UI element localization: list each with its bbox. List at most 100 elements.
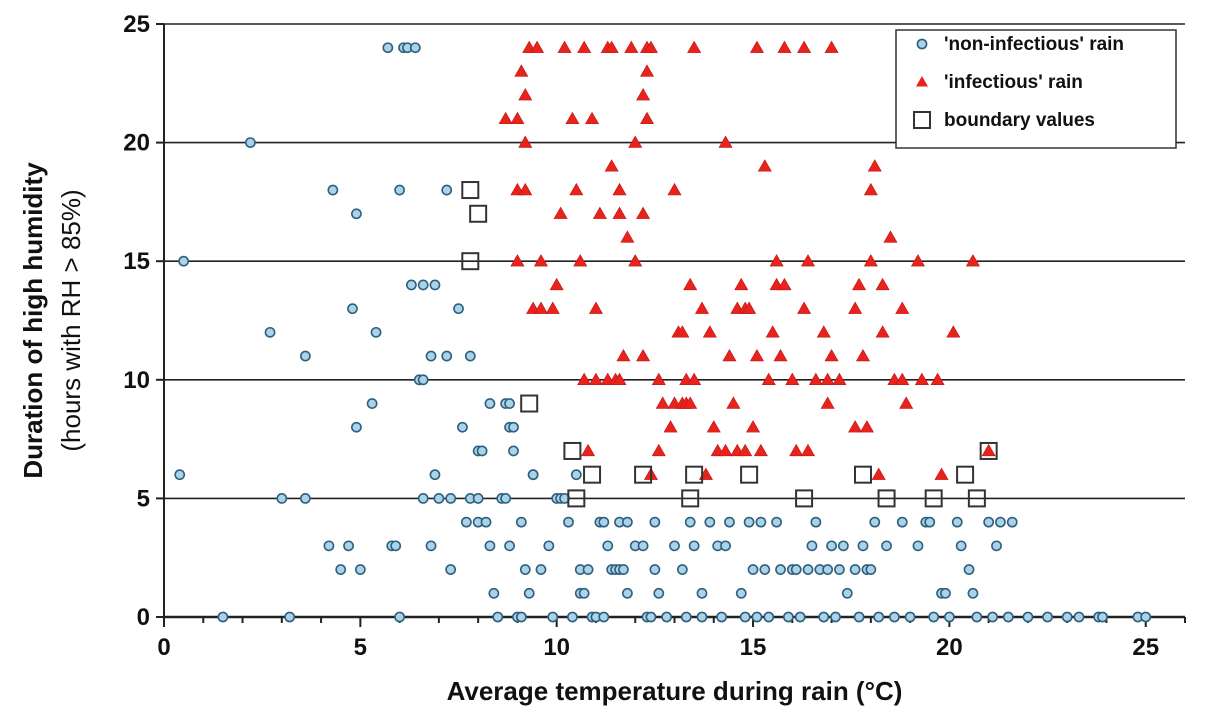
point-non-infectious-30 [417,492,429,504]
point-infectious-120 [914,372,929,385]
y-tick-label-25: 25 [123,11,150,38]
point-infectious-74 [734,277,749,291]
point-infectious-22 [581,443,596,457]
point-non-infectious-23 [394,611,406,623]
point-non-infectious-152 [912,540,924,552]
point-non-infectious-125 [775,564,786,575]
point-non-infectious-71 [543,540,555,552]
point-non-infectious-99 [645,611,657,623]
point-non-infectious-140 [841,587,853,599]
point-infectious-17 [565,111,580,125]
point-non-infectious-70 [535,564,547,575]
point-non-infectious-160 [955,540,967,552]
point-infectious-80 [749,40,764,53]
point-infectious-124 [965,254,980,267]
point-non-infectious-177 [1140,611,1152,623]
point-non-infectious-52 [484,540,496,552]
point-boundary-17 [979,441,998,460]
point-infectious-46 [643,40,658,53]
point-non-infectious-157 [940,587,951,599]
point-infectious-104 [848,420,863,433]
point-non-infectious-78 [570,469,582,481]
y-tick-label-15: 15 [123,248,150,275]
point-non-infectious-167 [995,516,1006,528]
point-infectious-79 [749,348,764,362]
point-non-infectious-118 [743,516,755,528]
point-non-infectious-13 [347,303,358,315]
point-non-infectious-161 [963,564,975,575]
point-non-infectious-32 [425,540,437,552]
point-infectious-7 [518,88,533,101]
point-infectious-23 [585,111,600,125]
point-infectious-15 [553,206,568,219]
point-non-infectious-169 [1006,516,1018,528]
point-infectious-19 [573,254,588,267]
legend-marker-infectious [916,76,928,87]
point-non-infectious-141 [849,564,861,575]
point-non-infectious-45 [464,350,476,362]
point-boundary-6 [583,465,602,484]
point-non-infectious-149 [889,611,900,623]
x-tick-label-25: 25 [1132,634,1159,661]
legend-marker-non-infectious [916,38,928,50]
point-non-infectious-131 [806,540,818,552]
point-infectious-45 [639,111,655,125]
point-infectious-91 [789,443,804,457]
point-non-infectious-121 [755,516,767,528]
point-infectious-18 [569,182,584,196]
point-infectious-116 [895,372,910,385]
y-tick-label-5: 5 [137,485,150,512]
point-infectious-51 [663,420,678,433]
point-non-infectious-81 [578,587,590,599]
point-non-infectious-67 [523,587,535,599]
point-infectious-88 [777,40,792,53]
point-non-infectious-87 [598,611,610,623]
point-non-infectious-159 [951,516,963,528]
point-non-infectious-33 [425,350,437,362]
point-non-infectious-39 [445,564,457,575]
point-non-infectious-108 [688,540,700,552]
point-infectious-119 [910,254,925,267]
point-infectious-76 [738,443,753,457]
point-non-infectious-77 [567,611,578,623]
point-non-infectious-139 [837,540,849,552]
point-infectious-59 [683,277,698,291]
point-non-infectious-88 [602,540,614,552]
x-axis-label: Average temperature during rain (°C) [447,676,903,706]
point-infectious-78 [746,420,761,433]
point-infectious-12 [533,301,549,314]
point-infectious-69 [718,443,733,457]
point-non-infectious-61 [508,445,519,457]
point-non-infectious-175 [1097,611,1108,623]
point-non-infectious-126 [782,611,794,623]
point-non-infectious-29 [417,374,429,386]
point-infectious-123 [946,325,961,338]
point-infectious-48 [651,443,666,457]
point-non-infectious-170 [1022,611,1034,623]
point-infectious-103 [848,301,863,314]
point-non-infectious-15 [351,421,362,433]
point-non-infectious-102 [653,587,665,599]
point-non-infectious-34 [429,279,441,291]
point-non-infectious-137 [830,611,841,623]
point-infectious-122 [934,467,949,480]
point-non-infectious-163 [971,611,983,623]
point-infectious-13 [545,301,560,314]
point-non-infectious-136 [826,540,837,552]
point-infectious-16 [557,40,572,53]
y-axis-ticks: 0 5 10 15 20 25 [123,11,164,631]
point-non-infectious-1 [178,255,190,267]
point-infectious-71 [726,396,741,409]
point-non-infectious-11 [335,564,347,575]
point-non-infectious-130 [802,564,814,575]
point-infectious-117 [895,301,910,314]
point-non-infectious-69 [527,469,539,481]
y-axis-label-line2: (hours with RH > 85%) [56,189,86,451]
point-non-infectious-5 [276,492,288,504]
point-infectious-49 [651,372,666,385]
y-tick-label-10: 10 [123,367,150,394]
point-non-infectious-27 [409,42,421,54]
point-infectious-87 [773,348,788,362]
point-infectious-99 [820,372,835,385]
